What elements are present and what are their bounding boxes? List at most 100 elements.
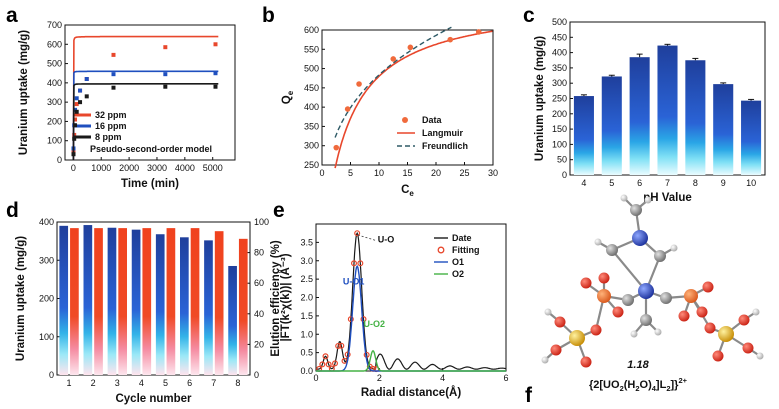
x-axis-label-sub: e xyxy=(409,189,414,198)
annotation-model: Pseudo-second-order model xyxy=(90,144,212,154)
y-tick-label: 100 xyxy=(552,139,567,149)
bar xyxy=(713,84,734,175)
y-tick-label: 300 xyxy=(552,78,567,88)
x-tick-label: 4 xyxy=(139,378,144,388)
x-tick-label: 7 xyxy=(665,178,670,188)
legend-marker-data xyxy=(402,117,408,123)
plot-frame xyxy=(64,24,236,161)
carbon-atom xyxy=(630,204,642,216)
y-tick-label: 1.0 xyxy=(300,329,313,339)
bar xyxy=(741,100,762,175)
data-point xyxy=(74,96,79,101)
x-tick-label: 8 xyxy=(235,378,240,388)
formula-part: O) xyxy=(640,379,653,391)
formula-sub: 2 xyxy=(666,384,670,393)
phosphorus-atom xyxy=(597,289,611,303)
data-point xyxy=(163,72,168,77)
bar-uptake xyxy=(228,265,237,375)
bar xyxy=(657,45,678,176)
oxygen-atom xyxy=(554,316,566,328)
bar-uptake xyxy=(131,229,141,375)
y-tick-label: 550 xyxy=(304,44,319,54)
x-tick-label: 5 xyxy=(163,378,168,388)
hydrogen-atom xyxy=(630,330,638,338)
carbon-atom xyxy=(640,314,652,326)
data-point xyxy=(73,123,78,128)
y-tick-label: 400 xyxy=(552,48,567,58)
legend-label: Fitting xyxy=(452,245,480,255)
y-tick-label: 250 xyxy=(304,160,319,170)
data-point xyxy=(407,44,414,51)
y-tick-label: 400 xyxy=(39,217,54,227)
bar-elution xyxy=(70,228,79,375)
chart-e-exafs: 0.0 0.5 1.0 1.5 2.0 2.5 3.0 3.5 0 2 4 6 Radial dista… xyxy=(279,223,509,399)
hydrogen-atom xyxy=(644,196,652,204)
hydrogen-atom xyxy=(594,238,602,246)
panel-label-a: a xyxy=(6,4,18,27)
data-point xyxy=(78,100,83,105)
x-axis-label: Time (min) xyxy=(121,178,179,190)
fit-point xyxy=(351,260,358,267)
formula-part: (H xyxy=(624,379,636,391)
panel-label-d: d xyxy=(6,199,19,222)
y-tick-label: 3.5 xyxy=(300,237,313,247)
y-tick-label: 300 xyxy=(304,141,319,151)
oxygen-atom xyxy=(580,277,592,289)
x-tick-label: 3000 xyxy=(147,163,167,173)
fit-point xyxy=(360,316,367,323)
data-point xyxy=(72,136,77,141)
fit-line-1 xyxy=(72,70,219,161)
bar-elution xyxy=(94,228,103,375)
bar xyxy=(629,57,650,175)
panel-label-b: b xyxy=(262,4,275,27)
y-axis-label-sub: e xyxy=(286,90,295,95)
bar xyxy=(573,96,594,175)
y-tick-label: 0.5 xyxy=(300,348,313,358)
y-axis-label: Uranium uptake (mg/g) xyxy=(15,236,27,361)
y-tick-label: 300 xyxy=(39,255,54,265)
y-tick-label: 3.0 xyxy=(300,256,313,266)
data-point xyxy=(213,42,218,47)
oxygen-atom xyxy=(696,306,708,318)
oxygen-atom xyxy=(738,314,750,326)
y-tick-label: 700 xyxy=(47,20,62,30)
fit-point xyxy=(347,316,354,323)
y2-tick-label: 100 xyxy=(254,217,269,227)
bar-elution xyxy=(238,238,248,375)
x-tick-label: 0 xyxy=(313,373,318,383)
panel-label-e: e xyxy=(273,199,285,222)
data-point xyxy=(73,117,78,122)
x-tick-label: 1 xyxy=(67,378,72,388)
hydrogen-atom xyxy=(544,308,552,316)
hydrogen-atom xyxy=(670,244,678,252)
y-tick-label: 600 xyxy=(304,25,319,35)
x-axis-label: pH Value xyxy=(643,192,692,204)
y-tick-label: 0 xyxy=(57,155,62,165)
y-tick-label: 450 xyxy=(552,32,567,42)
hydrogen-atom xyxy=(752,308,760,316)
y-tick-label: 100 xyxy=(47,136,62,146)
oxygen-atom xyxy=(598,272,610,284)
y-tick-label: 300 xyxy=(47,97,62,107)
formula-sub: 2 xyxy=(635,384,639,393)
x-tick-label: 7 xyxy=(211,378,216,388)
annotation-u-o: U-O xyxy=(378,234,395,244)
data-point xyxy=(213,84,218,89)
chart-c-ph-effect: 0 50 100 150 200 250 300 350 400 450 500 4 5 6 7 8 9 10 pH… xyxy=(534,17,766,204)
bar xyxy=(685,60,706,175)
nitrogen-atom xyxy=(638,283,654,299)
data-point xyxy=(390,56,397,62)
y-tick-label: 250 xyxy=(552,94,567,104)
y-tick-label: 150 xyxy=(552,124,567,134)
x-tick-label: 5 xyxy=(609,178,614,188)
oxygen-atom xyxy=(742,342,754,354)
y-tick-label: 100 xyxy=(39,332,54,342)
fit-point xyxy=(332,360,339,367)
legend-label: 32 ppm xyxy=(95,110,127,120)
y-tick-label: 500 xyxy=(552,17,567,27)
y-tick-label: 2.0 xyxy=(300,293,313,303)
hydrogen-atom xyxy=(756,352,764,360)
molecule-structure: 1.18 {2[UO2(H2O)4]L2]}2+ xyxy=(541,194,764,393)
x-tick-label: 5000 xyxy=(203,163,223,173)
